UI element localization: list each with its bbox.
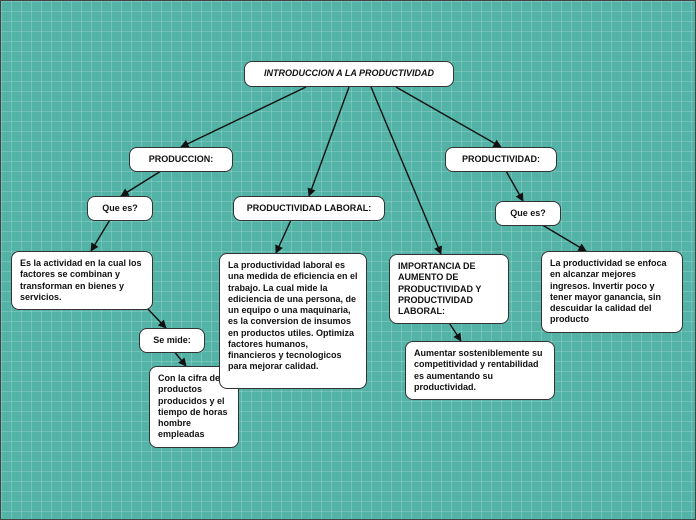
diagram-canvas: INTRODUCCION A LA PRODUCTIVIDAD PRODUCCI…	[0, 0, 696, 520]
node-productividad-laboral: PRODUCTIVIDAD LABORAL:	[233, 196, 385, 221]
node-productividad-laboral-def: La productividad laboral es una medida d…	[219, 253, 367, 389]
node-productividad: PRODUCTIVIDAD:	[445, 147, 557, 172]
node-productividad-que-es: Que es?	[495, 201, 561, 226]
node-productividad-def: La productividad se enfoca en alcanzar m…	[541, 251, 683, 333]
node-produccion: PRODUCCION:	[129, 147, 233, 172]
node-title: INTRODUCCION A LA PRODUCTIVIDAD	[244, 61, 454, 87]
node-importancia: IMPORTANCIA DE AUMENTO DE PRODUCTIVIDAD …	[389, 254, 509, 324]
node-importancia-def: Aumentar sosteniblemente su competitivid…	[405, 341, 555, 400]
node-produccion-que-es: Que es?	[87, 196, 153, 221]
node-produccion-def: Es la actividad en la cual los factores …	[11, 251, 153, 310]
node-se-mide: Se mide:	[139, 328, 205, 353]
